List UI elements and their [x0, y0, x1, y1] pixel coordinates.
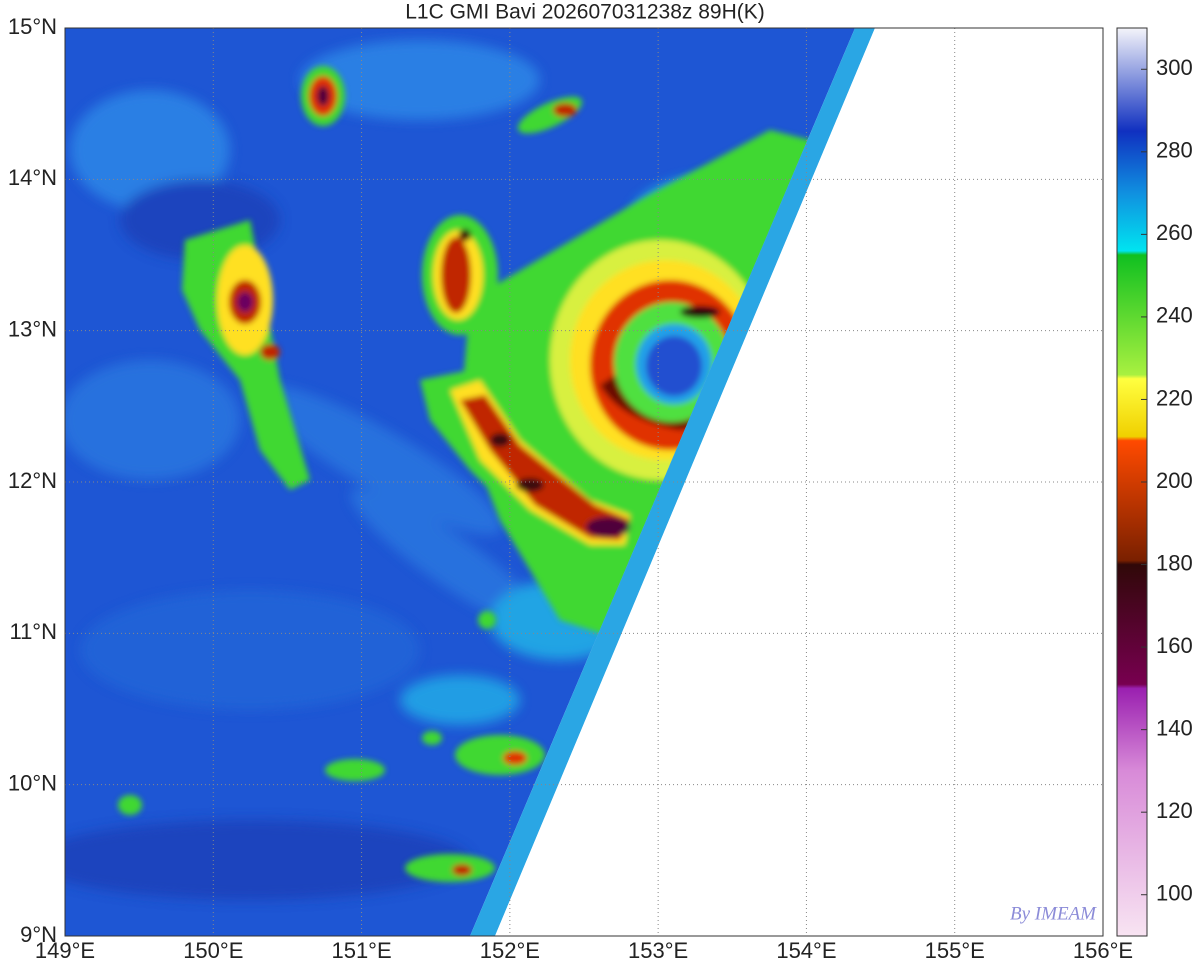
colorbar-tick-label: 120	[1156, 798, 1193, 823]
colorbar-tick-label: 300	[1156, 55, 1193, 80]
colorbar-tick-label: 200	[1156, 468, 1193, 493]
y-tick-label: 9°N	[20, 922, 57, 947]
x-tick-label: 152°E	[480, 938, 540, 963]
y-tick-label: 11°N	[9, 619, 57, 644]
colorbar-tick-label: 220	[1156, 385, 1193, 410]
no-data-area	[495, 28, 1103, 936]
swath-edge	[470, 28, 875, 936]
y-tick-label: 10°N	[8, 770, 57, 795]
x-tick-label: 155°E	[925, 938, 985, 963]
x-tick-label: 153°E	[628, 938, 688, 963]
x-tick-label: 156°E	[1073, 938, 1133, 963]
x-tick-label: 149°E	[35, 938, 95, 963]
colorbar-tick-label: 280	[1156, 138, 1193, 163]
colorbar-tick-label: 260	[1156, 220, 1193, 245]
watermark: By IMEAM	[1010, 903, 1097, 924]
x-tick-label: 150°E	[183, 938, 243, 963]
colorbar-tick-label: 240	[1156, 303, 1193, 328]
colorbar-tick-label: 100	[1156, 881, 1193, 906]
colorbar-tick-label: 140	[1156, 715, 1193, 740]
colorbar-tick-label: 180	[1156, 550, 1193, 575]
y-tick-label: 13°N	[8, 316, 57, 341]
map-frame	[64, 27, 1104, 937]
map-title: L1C GMI Bavi 202607031238z 89H(K)	[405, 1, 765, 24]
y-tick-label: 12°N	[8, 468, 57, 493]
colorbar-tick-label: 160	[1156, 633, 1193, 658]
y-tick-label: 15°N	[8, 14, 57, 39]
y-tick-label: 14°N	[8, 165, 57, 190]
x-tick-label: 151°E	[331, 938, 391, 963]
x-tick-label: 154°E	[776, 938, 836, 963]
